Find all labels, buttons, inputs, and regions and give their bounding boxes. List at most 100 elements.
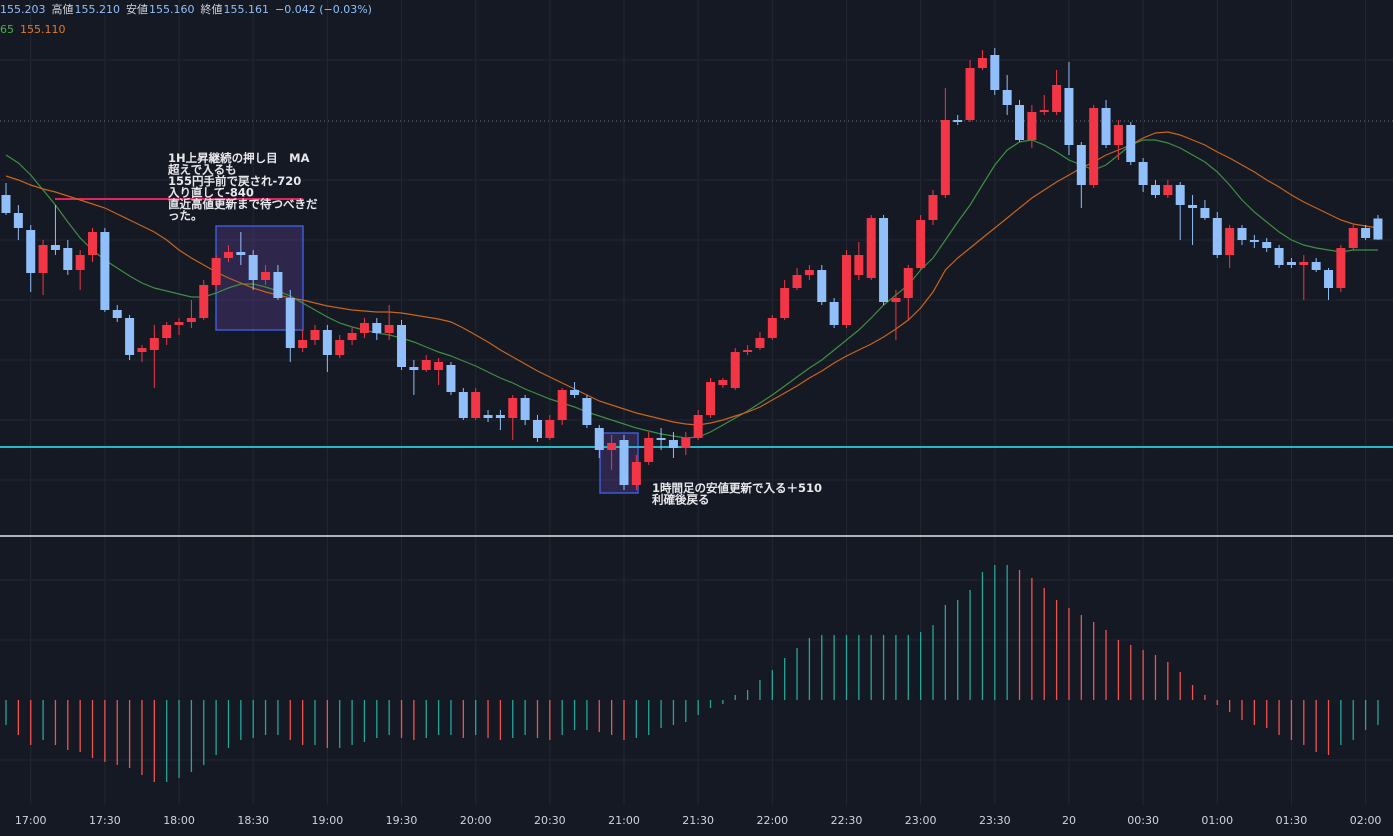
header-value: 155.160 xyxy=(149,3,195,16)
candle-body xyxy=(335,340,345,355)
annotation-text: 直近高値更新まで待つべきだ xyxy=(168,197,318,211)
candle-body xyxy=(1101,108,1111,145)
annotation-text: 利確後戻る xyxy=(651,493,710,507)
candle-body xyxy=(792,275,802,288)
candle-body xyxy=(149,338,159,350)
candle-body xyxy=(977,58,987,68)
candle-body xyxy=(656,438,666,440)
candle-body xyxy=(1163,185,1173,195)
candle-body xyxy=(557,390,567,420)
annotation-text: 1時間足の安値更新で入る＋510 xyxy=(652,481,822,495)
candle-body xyxy=(298,340,308,348)
candle-body xyxy=(619,440,629,485)
candle-body xyxy=(347,333,357,340)
candle-body xyxy=(1175,185,1185,205)
candle-body xyxy=(879,218,889,302)
candle-body xyxy=(236,252,246,255)
candle-body xyxy=(743,350,753,352)
candle-body xyxy=(88,232,98,255)
candle-body xyxy=(162,325,172,338)
candle-body xyxy=(1361,228,1371,238)
candle-body xyxy=(1039,110,1049,112)
candle-body xyxy=(211,258,221,285)
candle-body xyxy=(483,415,493,418)
candle-body xyxy=(285,298,295,348)
candle-body xyxy=(891,298,901,302)
x-tick-label: 23:00 xyxy=(905,814,937,827)
candle-body xyxy=(1311,262,1321,270)
header: 155.203 高値 155.210 安値 155.160 終値 155.161 −0.042… xyxy=(0,2,372,36)
candle-body xyxy=(26,230,36,273)
candle-body xyxy=(1002,90,1012,105)
x-tick-label: 20:00 xyxy=(460,814,492,827)
candle-body xyxy=(322,330,332,355)
candle-body xyxy=(903,268,913,298)
candle-body xyxy=(767,318,777,338)
candle-body xyxy=(75,255,85,270)
ma-value: 65 xyxy=(0,23,14,36)
candle-body xyxy=(706,382,716,415)
candle-body xyxy=(137,348,147,352)
candle-body xyxy=(495,415,505,418)
candle-body xyxy=(1336,248,1346,288)
candle-body xyxy=(13,213,23,228)
candle-body xyxy=(38,245,48,273)
annotation-text: 入り直して-840 xyxy=(167,186,254,200)
candle-body xyxy=(186,318,196,322)
candle-body xyxy=(582,398,592,425)
candle-body xyxy=(1286,262,1296,265)
candle-body xyxy=(570,390,580,395)
candle-body xyxy=(780,288,790,318)
candle-body xyxy=(1373,218,1383,240)
candle-body xyxy=(1324,270,1334,288)
candle-body xyxy=(359,323,369,333)
candle-body xyxy=(397,325,407,367)
candle-body xyxy=(1015,105,1025,140)
candle-body xyxy=(1052,85,1062,112)
candle-body xyxy=(693,415,703,438)
x-tick-label: 22:30 xyxy=(831,814,863,827)
candle-body xyxy=(248,255,258,280)
candle-body xyxy=(471,392,481,418)
candle-body xyxy=(730,352,740,388)
candle-body xyxy=(681,438,691,448)
candle-body xyxy=(223,252,233,258)
candle-body xyxy=(199,285,209,318)
x-tick-label: 02:00 xyxy=(1350,814,1382,827)
x-tick-label: 22:00 xyxy=(756,814,788,827)
candle-body xyxy=(1138,162,1148,185)
candle-body xyxy=(990,55,1000,90)
candle-body xyxy=(1200,208,1210,218)
candle-body xyxy=(372,323,382,333)
x-tick-label: 18:00 xyxy=(163,814,195,827)
candle-body xyxy=(50,245,60,250)
candle-body xyxy=(1262,242,1272,248)
x-tick-label: 00:30 xyxy=(1127,814,1159,827)
candle-body xyxy=(1,195,11,213)
candle-body xyxy=(421,360,431,370)
candle-body xyxy=(631,462,641,485)
x-tick-label: 17:30 xyxy=(89,814,121,827)
x-tick-label: 23:30 xyxy=(979,814,1011,827)
candle-body xyxy=(520,398,530,420)
ma-value: 155.110 xyxy=(20,23,66,36)
candle-body xyxy=(446,365,456,392)
candle-body xyxy=(829,302,839,325)
candle-body xyxy=(1064,88,1074,145)
candle-body xyxy=(112,310,122,318)
candle-body xyxy=(434,362,444,370)
candle-body xyxy=(866,218,876,278)
candle-body xyxy=(817,270,827,302)
candle-body xyxy=(1027,112,1037,140)
candle-body xyxy=(409,367,419,370)
plot: 1H上昇継続の押し目 MA超えで入るも155円手前で戻され-720入り直して-8… xyxy=(1,48,1383,782)
candle-body xyxy=(545,420,555,438)
x-tick-label: 01:30 xyxy=(1276,814,1308,827)
annotation-text: 超えで入るも xyxy=(167,163,237,177)
moving-average xyxy=(5,139,1378,439)
candle-body xyxy=(1113,125,1123,145)
candle-body xyxy=(1225,228,1235,255)
candle-body xyxy=(644,438,654,462)
candle-body xyxy=(940,120,950,195)
